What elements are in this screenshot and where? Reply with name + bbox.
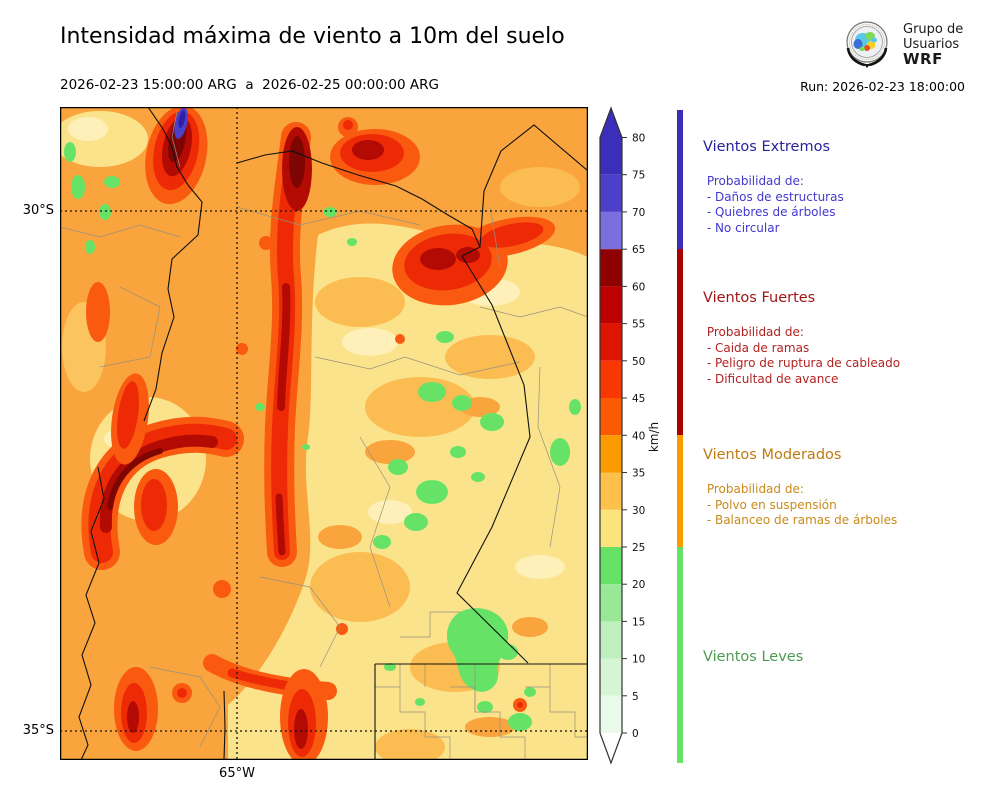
logo-caption: Grupo de Usuarios WRF (903, 22, 963, 67)
svg-text:70: 70 (632, 207, 645, 219)
svg-text:40: 40 (632, 430, 645, 442)
svg-text:30: 30 (632, 505, 645, 517)
svg-text:60: 60 (632, 281, 645, 293)
leves-bar (677, 547, 683, 763)
legend-body-moderados: Probabilidad de: - Polvo en suspensión -… (706, 482, 898, 527)
legend-title-fuertes: Vientos Fuertes (703, 290, 816, 306)
legend-body-fuertes: Probabilidad de: - Caida de ramas - Peli… (706, 325, 901, 386)
category-indicator-bars (677, 110, 683, 763)
colorbar-tick-labels: 80 75 70 65 60 55 50 45 40 35 30 25 20 1… (632, 133, 645, 741)
moderados-bar (677, 435, 683, 547)
svg-text:55: 55 (632, 319, 645, 331)
svg-text:35: 35 (632, 468, 645, 480)
legend-vientos-fuertes: Vientos Fuertes Probabilidad de: - Caida… (703, 290, 993, 387)
model-run-label: Run: 2026-02-23 18:00:00 (800, 79, 965, 94)
svg-text:65: 65 (632, 244, 645, 256)
fuertes-bar (677, 249, 683, 435)
lat-label-35s: 35°S (22, 723, 54, 738)
svg-text:10: 10 (632, 654, 645, 666)
colorbar-unit-label: km/h (647, 422, 661, 452)
colorbar-arrow-bottom (600, 733, 622, 763)
svg-text:5: 5 (632, 691, 639, 703)
legend-vientos-extremos: Vientos Extremos Probabilidad de: - Daño… (703, 139, 993, 236)
svg-text:80: 80 (632, 133, 645, 145)
lon-label-65w: 65°W (219, 766, 255, 781)
svg-text:75: 75 (632, 170, 645, 182)
svg-text:20: 20 (632, 579, 645, 591)
svg-text:50: 50 (632, 356, 645, 368)
valid-period-label: 2026-02-23 15:00:00 ARG a 2026-02-25 00:… (60, 77, 439, 93)
legend-title-leves: Vientos Leves (703, 649, 804, 665)
extremos-bar (677, 110, 683, 249)
legend-title-moderados: Vientos Moderados (703, 447, 842, 463)
page-title: Intensidad máxima de viento a 10m del su… (60, 24, 565, 49)
svg-text:0: 0 (632, 728, 639, 740)
legend-body-extremos: Probabilidad de: - Daños de estructuras … (706, 174, 844, 235)
logo-line-2: Usuarios (903, 37, 960, 52)
colorbar-arrow-top (600, 108, 622, 138)
svg-text:25: 25 (632, 542, 645, 554)
legend-vientos-leves: Vientos Leves (703, 649, 993, 665)
lat-label-30s: 30°S (22, 203, 54, 218)
svg-text:15: 15 (632, 616, 645, 628)
logo-line-3: WRF (903, 50, 943, 68)
svg-text:45: 45 (632, 393, 645, 405)
wind-intensity-map (60, 107, 588, 760)
logo-line-1: Grupo de (903, 22, 964, 37)
legend-title-extremos: Vientos Extremos (703, 139, 831, 155)
wrf-group-logo-icon (846, 21, 888, 68)
legend-vientos-moderados: Vientos Moderados Probabilidad de: - Pol… (703, 447, 993, 529)
wind-speed-colorbar: 80 75 70 65 60 55 50 45 40 35 30 25 20 1… (599, 106, 661, 765)
